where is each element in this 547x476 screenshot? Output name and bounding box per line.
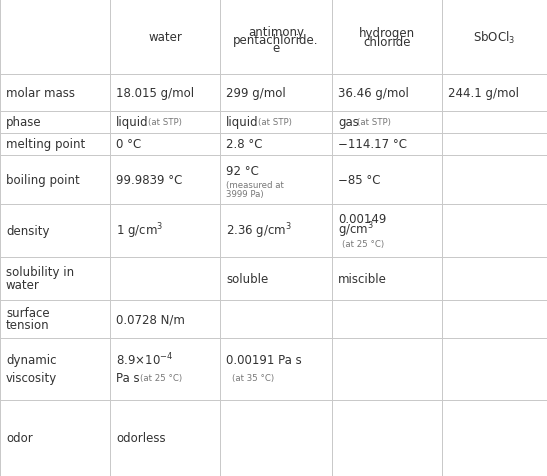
Text: miscible: miscible xyxy=(338,272,387,285)
Text: odor: odor xyxy=(6,431,33,445)
Text: density: density xyxy=(6,224,49,238)
Text: (at STP): (at STP) xyxy=(148,118,182,127)
Text: (at STP): (at STP) xyxy=(258,118,292,127)
Text: (measured at: (measured at xyxy=(226,180,284,189)
Text: 1 g/cm$^3$: 1 g/cm$^3$ xyxy=(116,221,163,241)
Text: 8.9×10$^{-4}$: 8.9×10$^{-4}$ xyxy=(116,351,173,368)
Text: water: water xyxy=(148,31,182,44)
Text: 3999 Pa): 3999 Pa) xyxy=(226,189,264,198)
Text: 18.015 g/mol: 18.015 g/mol xyxy=(116,87,194,100)
Text: melting point: melting point xyxy=(6,138,85,151)
Text: −114.17 °C: −114.17 °C xyxy=(338,138,407,151)
Text: g/cm$^3$: g/cm$^3$ xyxy=(338,220,374,239)
Text: (at 25 °C): (at 25 °C) xyxy=(140,374,182,383)
Text: gas: gas xyxy=(338,116,359,129)
Text: liquid: liquid xyxy=(226,116,259,129)
Text: 2.36 g/cm$^3$: 2.36 g/cm$^3$ xyxy=(226,221,292,241)
Text: viscosity: viscosity xyxy=(6,372,57,385)
Text: 36.46 g/mol: 36.46 g/mol xyxy=(338,87,409,100)
Text: 0 °C: 0 °C xyxy=(116,138,141,151)
Text: antimony: antimony xyxy=(248,26,304,39)
Text: (at 35 °C): (at 35 °C) xyxy=(232,374,274,383)
Text: (at STP): (at STP) xyxy=(357,118,391,127)
Text: 299 g/mol: 299 g/mol xyxy=(226,87,286,100)
Text: boiling point: boiling point xyxy=(6,173,80,187)
Text: −85 °C: −85 °C xyxy=(338,173,381,187)
Text: 0.0728 N/m: 0.0728 N/m xyxy=(116,312,185,326)
Text: phase: phase xyxy=(6,116,42,129)
Text: hydrogen: hydrogen xyxy=(359,27,415,40)
Text: liquid: liquid xyxy=(116,116,149,129)
Text: surface: surface xyxy=(6,307,50,320)
Text: chloride: chloride xyxy=(363,36,411,49)
Text: SbOCl$_3$: SbOCl$_3$ xyxy=(473,30,516,46)
Text: soluble: soluble xyxy=(226,272,268,285)
Text: molar mass: molar mass xyxy=(6,87,75,100)
Text: e: e xyxy=(272,42,280,55)
Text: 2.8 °C: 2.8 °C xyxy=(226,138,263,151)
Text: (at 25 °C): (at 25 °C) xyxy=(342,239,384,248)
Text: tension: tension xyxy=(6,318,50,331)
Text: pentachloridе.: pentachloridе. xyxy=(233,34,319,47)
Text: 99.9839 °C: 99.9839 °C xyxy=(116,173,182,187)
Text: water: water xyxy=(6,278,40,291)
Text: 0.00149: 0.00149 xyxy=(338,213,386,226)
Text: 0.00191 Pa s: 0.00191 Pa s xyxy=(226,353,302,366)
Text: 92 °C: 92 °C xyxy=(226,165,259,178)
Text: solubility in: solubility in xyxy=(6,266,74,278)
Text: 244.1 g/mol: 244.1 g/mol xyxy=(448,87,519,100)
Text: dynamic: dynamic xyxy=(6,353,56,366)
Text: odorless: odorless xyxy=(116,431,166,445)
Text: Pa s: Pa s xyxy=(116,372,139,385)
